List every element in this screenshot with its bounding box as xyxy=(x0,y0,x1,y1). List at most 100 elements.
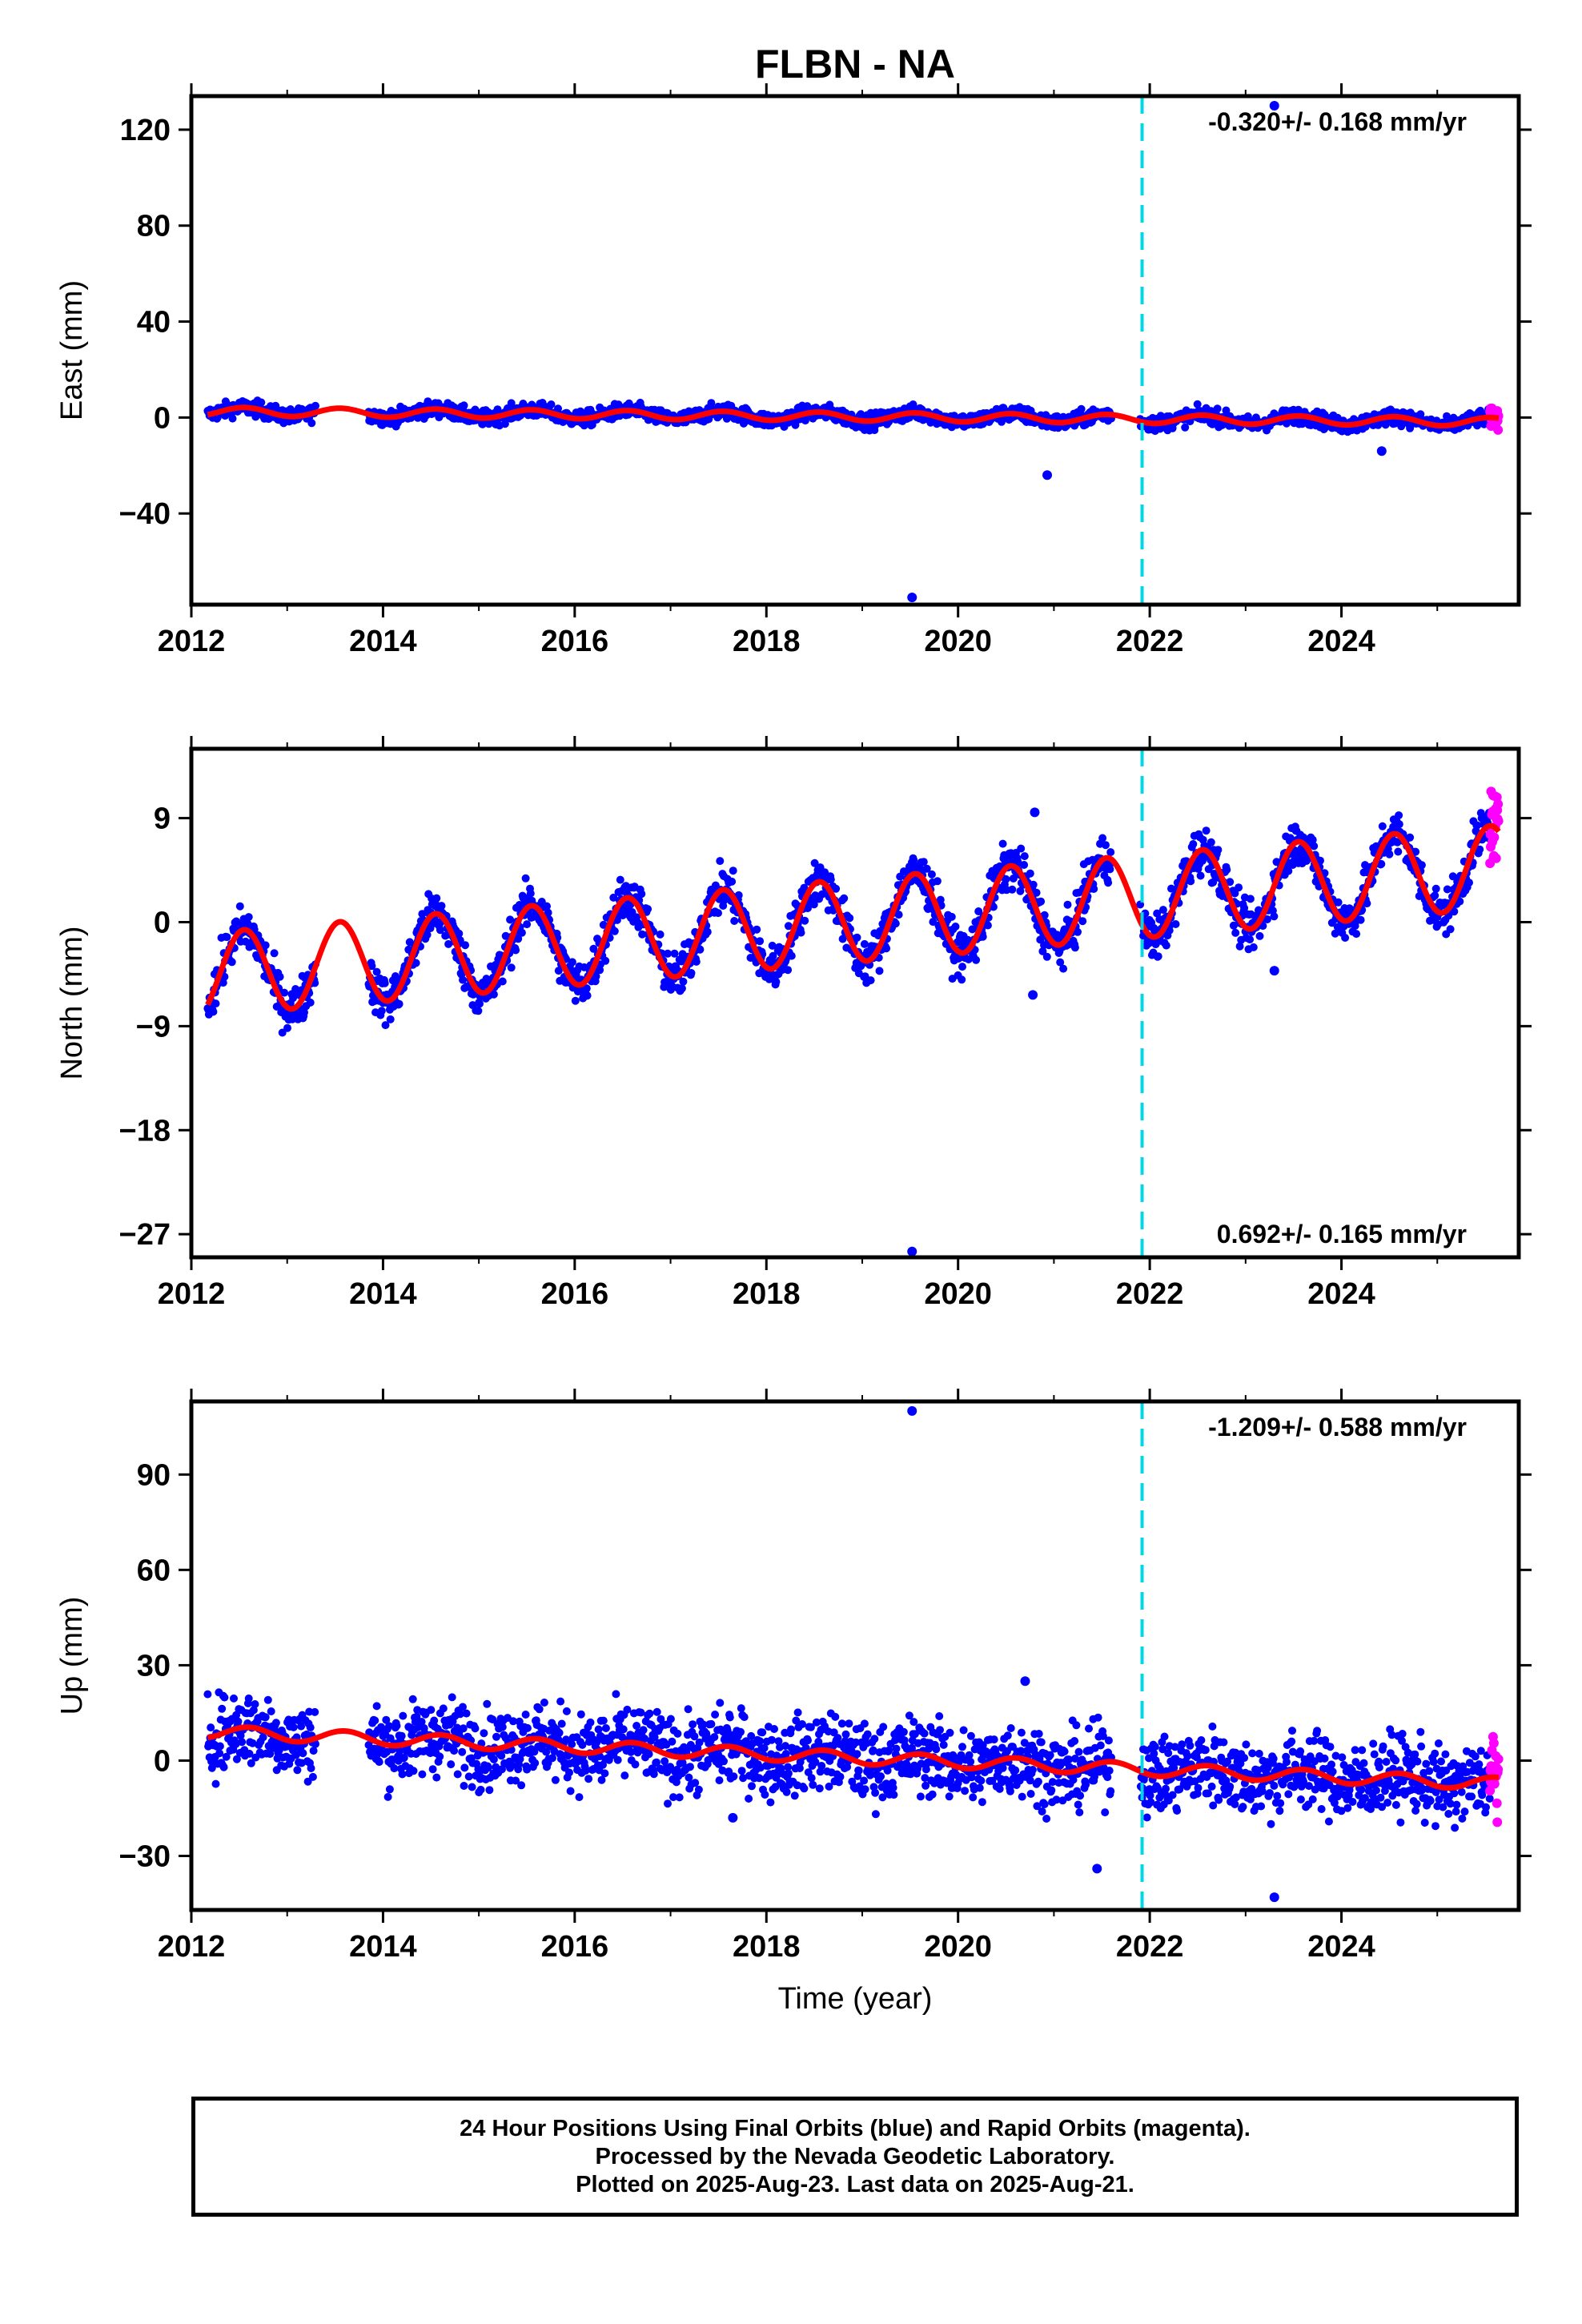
outlier-point xyxy=(1269,100,1279,111)
final-orbit-point xyxy=(909,400,917,408)
outlier-point xyxy=(1028,990,1038,1000)
final-orbit-point xyxy=(737,1767,746,1775)
final-orbit-point xyxy=(453,1770,462,1779)
final-orbit-point xyxy=(583,991,592,1000)
final-orbit-point xyxy=(1077,404,1086,413)
final-orbit-point xyxy=(207,1723,215,1732)
panel-north: 2012 2014 2016 2018 2020 2022 202490−9−18−27No… xyxy=(55,736,1532,1311)
final-orbit-point xyxy=(787,1725,795,1734)
final-orbit-point xyxy=(804,1736,812,1745)
final-orbit-point xyxy=(1334,898,1343,907)
final-orbit-point xyxy=(306,998,315,1007)
final-orbit-point xyxy=(768,941,777,950)
y-tick-label: 60 xyxy=(137,1554,171,1587)
chart-title: FLBN - NA xyxy=(755,42,955,86)
final-orbit-point xyxy=(586,1718,595,1727)
plot-area xyxy=(203,1401,1504,1910)
final-orbit-point xyxy=(1235,883,1243,892)
final-orbit-point xyxy=(998,839,1007,848)
final-orbit-point xyxy=(784,922,793,931)
x-tick-label: 2022 xyxy=(1116,1277,1184,1311)
panels: 2012 2014 2016 2018 2020 2022 202412080400−40E… xyxy=(55,83,1532,1964)
final-orbit-point xyxy=(815,1784,824,1793)
final-orbit-point xyxy=(745,1795,753,1803)
final-orbit-point xyxy=(428,1765,437,1774)
final-orbit-point xyxy=(756,937,765,946)
final-orbit-point xyxy=(710,1733,719,1742)
final-orbit-point xyxy=(280,988,289,997)
x-tick-label: 2024 xyxy=(1307,1930,1375,1964)
final-orbit-point xyxy=(215,1742,224,1751)
final-orbit-point xyxy=(432,894,441,903)
final-orbit-point xyxy=(450,1747,459,1755)
final-orbit-point xyxy=(575,1793,584,1802)
final-orbit-point xyxy=(784,966,793,975)
x-tick-label: 2018 xyxy=(733,1930,801,1964)
final-orbit-point xyxy=(455,929,464,938)
final-orbit-point xyxy=(418,910,427,919)
final-orbit-point xyxy=(459,975,467,984)
final-orbit-point xyxy=(637,890,646,899)
final-orbit-point xyxy=(390,1764,399,1773)
final-orbit-point xyxy=(218,1704,227,1713)
final-orbit-point xyxy=(790,1791,799,1800)
final-orbit-point xyxy=(437,902,446,911)
x-tick-label: 2012 xyxy=(158,625,226,658)
outlier-point xyxy=(1376,446,1387,456)
y-tick-label: 30 xyxy=(137,1649,171,1683)
final-orbit-point xyxy=(460,401,468,410)
panel-up: 2012 2014 2016 2018 2020 2022 20249060300−30Up… xyxy=(55,1389,1532,1964)
final-orbit-point xyxy=(729,1772,738,1781)
final-orbit-point xyxy=(753,925,761,934)
final-orbit-point xyxy=(645,1709,654,1718)
x-tick-label: 2012 xyxy=(158,1930,226,1964)
rate-label: 0.692+/- 0.165 mm/yr xyxy=(1217,1220,1467,1248)
final-orbit-point xyxy=(547,400,556,408)
final-orbit-point xyxy=(386,1015,395,1023)
final-orbit-point xyxy=(562,1707,571,1715)
y-tick-label: 120 xyxy=(120,114,171,147)
model-line xyxy=(206,404,1501,429)
final-orbit-point xyxy=(471,1724,480,1733)
final-orbit-point xyxy=(460,1763,469,1772)
final-orbit-point xyxy=(1020,852,1029,861)
final-orbit-point xyxy=(1063,900,1072,909)
final-orbit-point xyxy=(476,999,484,1008)
final-orbit-point xyxy=(737,1704,745,1713)
final-orbit-point xyxy=(664,1799,672,1808)
final-orbit-point xyxy=(793,1708,802,1717)
final-orbit-point xyxy=(474,1007,483,1015)
final-orbit-point xyxy=(1193,400,1202,408)
final-orbit-point xyxy=(609,893,618,902)
final-orbit-point xyxy=(1026,869,1034,878)
final-orbit-point xyxy=(1231,928,1240,937)
final-orbit-point xyxy=(235,902,244,911)
final-orbit-point xyxy=(715,1776,724,1785)
final-orbit-point xyxy=(263,1695,272,1704)
final-orbit-point xyxy=(261,1713,270,1722)
final-orbit-point xyxy=(483,1699,492,1708)
y-tick-label: 80 xyxy=(137,210,171,243)
x-tick-label: 2016 xyxy=(541,1930,609,1964)
final-orbit-point xyxy=(919,858,928,866)
final-orbit-point xyxy=(1465,879,1473,887)
final-orbit-point xyxy=(707,399,716,408)
final-orbit-point xyxy=(219,1763,228,1771)
final-orbit-point xyxy=(740,1713,749,1722)
final-orbit-point xyxy=(1042,952,1051,961)
final-orbit-point xyxy=(1008,885,1017,894)
final-orbit-point xyxy=(578,1740,587,1749)
final-orbit-point xyxy=(1196,871,1205,880)
final-orbit-point xyxy=(517,928,526,937)
y-tick-label: −40 xyxy=(119,497,171,531)
final-orbit-point xyxy=(1378,822,1387,830)
final-orbit-point xyxy=(1213,404,1222,413)
final-orbit-point xyxy=(507,963,516,972)
final-orbit-point xyxy=(686,1763,694,1771)
final-orbit-point xyxy=(1406,833,1415,842)
final-orbit-point xyxy=(1223,866,1231,874)
final-orbit-point xyxy=(592,972,600,981)
final-orbit-point xyxy=(271,401,280,410)
x-tick-label: 2020 xyxy=(924,1277,992,1311)
final-orbit-point xyxy=(307,419,316,428)
